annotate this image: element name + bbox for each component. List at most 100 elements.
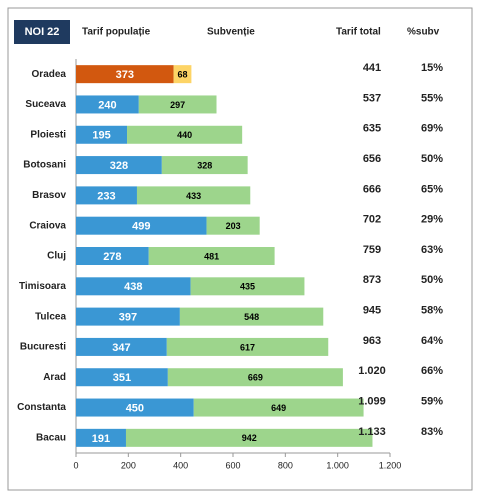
data-label: 397: [119, 312, 137, 324]
percent-label: 15%: [421, 62, 443, 74]
percent-label: 29%: [421, 214, 443, 226]
total-label: 537: [363, 92, 381, 104]
percent-label: 69%: [421, 123, 443, 135]
bar: [138, 95, 217, 114]
percent-label: 55%: [421, 92, 443, 104]
data-label: 240: [98, 99, 116, 111]
data-label: 297: [170, 100, 185, 110]
total-label: 702: [363, 214, 381, 226]
bar: [76, 277, 191, 296]
percent-label: 59%: [421, 395, 443, 407]
data-label: 440: [177, 130, 192, 140]
legend-entry: Tarif populație: [82, 27, 151, 38]
bar: [76, 337, 167, 356]
data-label: 351: [113, 372, 131, 384]
y-tick-label: Ploiesti: [30, 129, 66, 140]
bar: [76, 247, 149, 265]
data-label: 191: [92, 433, 110, 445]
y-tick-label: Cluj: [47, 251, 66, 262]
data-label: 548: [244, 312, 259, 322]
data-label: 328: [197, 160, 212, 170]
bar: [127, 125, 243, 144]
data-label: 195: [92, 130, 110, 142]
y-tick-label: Oradea: [32, 69, 67, 80]
y-tick-label: Timisoara: [19, 281, 66, 292]
y-tick-label: Brasov: [32, 190, 66, 201]
total-label: 945: [363, 305, 381, 317]
bar: [76, 186, 137, 205]
column-header: %subv: [407, 27, 440, 38]
bar: [161, 156, 248, 175]
bar: [76, 156, 162, 175]
total-label: 873: [363, 274, 381, 286]
percent-label: 66%: [421, 365, 443, 377]
bar: [136, 186, 251, 205]
y-tick-label: Bucuresti: [20, 342, 66, 353]
total-label: 1.099: [358, 395, 386, 407]
data-label: 435: [240, 282, 255, 292]
y-tick-label: Tulcea: [35, 311, 66, 322]
data-label: 617: [240, 342, 255, 352]
bar: [193, 398, 364, 417]
percent-label: 65%: [421, 183, 443, 195]
bar: [76, 307, 180, 326]
data-label: 278: [103, 251, 121, 263]
data-label: 649: [271, 403, 286, 413]
bar: [125, 428, 373, 447]
data-label: 942: [242, 433, 257, 443]
total-label: 635: [363, 123, 381, 135]
bar: [206, 216, 260, 235]
percent-label: 83%: [421, 426, 443, 438]
data-label: 328: [110, 160, 128, 172]
percent-label: 63%: [421, 244, 443, 256]
data-label: 203: [226, 221, 241, 231]
total-label: 656: [363, 153, 381, 165]
x-tick-label: 1.000: [326, 460, 349, 470]
x-tick-label: 0: [73, 460, 78, 470]
badge: NOI 22: [25, 26, 60, 38]
bar: [173, 65, 192, 84]
data-label: 233: [97, 190, 115, 202]
percent-label: 50%: [421, 153, 443, 165]
percent-label: 58%: [421, 305, 443, 317]
x-tick-label: 800: [278, 460, 293, 470]
data-label: 373: [116, 69, 134, 81]
bar: [76, 368, 168, 387]
data-label: 499: [132, 221, 150, 233]
x-tick-label: 600: [225, 460, 240, 470]
y-tick-label: Bacau: [36, 432, 66, 443]
data-label: 433: [186, 191, 201, 201]
bar: [179, 307, 324, 326]
data-label: 450: [126, 402, 144, 414]
data-label: 481: [204, 251, 219, 261]
x-tick-label: 400: [173, 460, 188, 470]
x-tick-label: 1.200: [379, 460, 402, 470]
total-label: 1.133: [358, 426, 386, 438]
data-label: 669: [248, 373, 263, 383]
y-tick-label: Suceava: [25, 99, 66, 110]
total-label: 1.020: [358, 365, 386, 377]
percent-label: 50%: [421, 274, 443, 286]
y-tick-label: Craiova: [29, 220, 66, 231]
data-label: 68: [177, 70, 187, 80]
total-label: 666: [363, 183, 381, 195]
y-tick-label: Constanta: [17, 402, 66, 413]
bar: [167, 368, 343, 387]
x-tick-label: 200: [121, 460, 136, 470]
bar: [76, 398, 194, 417]
bar: [76, 125, 128, 144]
bar: [190, 277, 305, 296]
data-label: 438: [124, 281, 142, 293]
bar: [76, 428, 126, 447]
column-header: Tarif total: [336, 27, 381, 38]
bar: [76, 95, 139, 114]
total-label: 759: [363, 244, 381, 256]
bar: [166, 337, 329, 356]
legend-entry: Subvenție: [207, 27, 255, 38]
y-tick-label: Arad: [43, 372, 66, 383]
y-tick-label: Botosani: [23, 160, 66, 171]
bar: [148, 247, 275, 265]
bar: [76, 216, 207, 235]
total-label: 441: [363, 62, 381, 74]
